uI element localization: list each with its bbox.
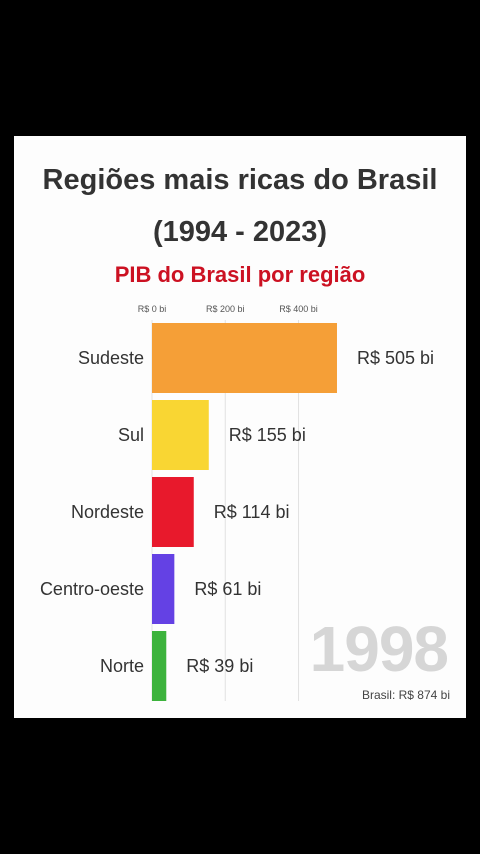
category-label: Norte <box>100 656 144 676</box>
data-label: R$ 61 bi <box>194 579 261 599</box>
category-label: Sul <box>118 425 144 445</box>
bar <box>152 323 337 393</box>
bar <box>152 400 209 470</box>
data-label: R$ 39 bi <box>186 656 253 676</box>
x-tick-label: R$ 0 bi <box>138 304 167 314</box>
bar-chart: R$ 0 bi R$ 200 bi R$ 400 bi Sudeste R$ 505 b… <box>40 304 434 701</box>
data-label: R$ 505 bi <box>357 348 434 368</box>
x-tick-label: R$ 400 bi <box>279 304 318 314</box>
bar <box>152 631 167 701</box>
data-label: R$ 155 bi <box>229 425 306 445</box>
category-label: Nordeste <box>71 502 144 522</box>
x-tick-label: R$ 200 bi <box>206 304 245 314</box>
data-label: R$ 114 bi <box>214 502 290 522</box>
year-watermark: 1998 <box>309 613 449 685</box>
chart-card: Regiões mais ricas do Brasil (1994 - 202… <box>14 136 466 718</box>
chart-title-line2: (1994 - 2023) <box>152 216 328 248</box>
chart-title-line1: Regiões mais ricas do Brasil <box>42 164 438 196</box>
total-label: Brasil: R$ 874 bi <box>361 688 450 702</box>
bar <box>152 554 175 624</box>
bar <box>152 477 194 547</box>
category-label: Sudeste <box>78 348 144 368</box>
category-label: Centro-oeste <box>40 579 144 599</box>
chart-subtitle: PIB do Brasil por região <box>114 262 366 287</box>
